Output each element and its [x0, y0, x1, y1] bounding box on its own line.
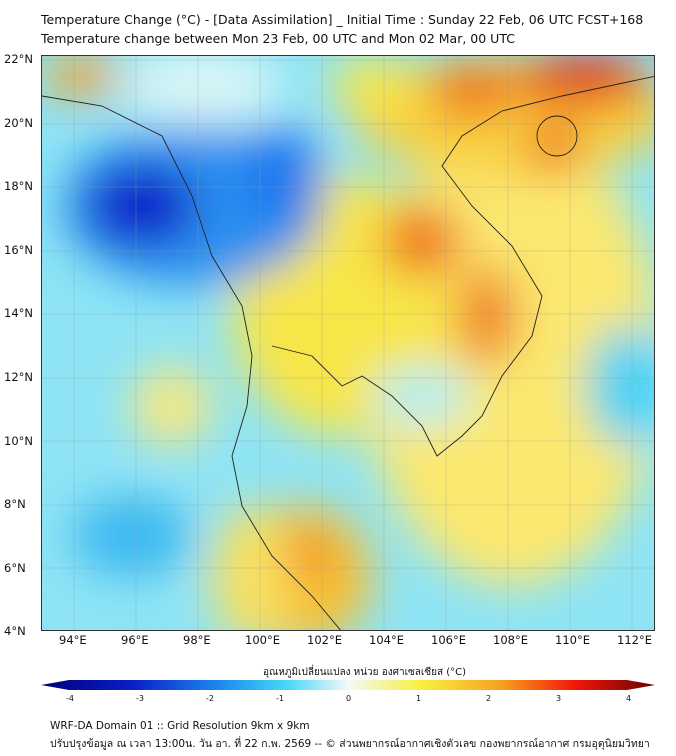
chart-title: Temperature Change (°C) - [Data Assimila… [41, 12, 644, 27]
latitude-label: 14°N [4, 306, 33, 321]
latitude-label: 12°N [4, 370, 33, 384]
latitude-label: 20°N [4, 115, 33, 130]
longitude-label: 106°E [431, 633, 466, 647]
longitude-label: 94°E [59, 633, 87, 647]
colorbar-tick: 3 [556, 694, 562, 703]
longitude-label: 104°E [369, 633, 404, 647]
longitude-label: 110°E [555, 633, 590, 647]
heatmap-field [42, 56, 654, 630]
colorbar-tick: -1 [276, 694, 284, 703]
latitude-label: 18°N [4, 179, 33, 194]
latitude-label: 16°N [4, 242, 33, 257]
latitude-label: 10°N [4, 433, 33, 448]
latitude-label: 6°N [4, 560, 26, 575]
longitude-label: 98°E [183, 633, 211, 647]
footer-model-info: WRF-DA Domain 01 :: Grid Resolution 9km … [50, 720, 310, 732]
colorbar-tick: 0 [346, 694, 352, 703]
footer-credit: ปรับปรุงข้อมูล ณ เวลา 13:00น. วัน อา. ที… [50, 738, 650, 750]
colorbar-tick: 2 [486, 694, 492, 703]
latitude-label: 8°N [4, 497, 26, 512]
latitude-label: 22°N [4, 52, 33, 66]
coastline [42, 75, 654, 630]
longitude-label: 100°E [245, 633, 280, 647]
colorbar-tick: -4 [66, 694, 74, 703]
colorbar-label: อุณหภูมิเปลี่ยนแปลง หน่วย องศาเซลเซียส (… [263, 667, 467, 678]
longitude-label: 112°E [617, 633, 652, 647]
longitude-label: 102°E [307, 633, 342, 647]
longitude-label: 108°E [493, 633, 528, 647]
temperature-change-map[interactable] [41, 55, 655, 631]
chart-subtitle: Temperature change between Mon 23 Feb, 0… [41, 31, 515, 46]
longitude-label: 96°E [121, 633, 149, 647]
colorbar-tick: -2 [206, 694, 214, 703]
colorbar-tick: 4 [626, 694, 632, 703]
colorbar-tick: 1 [416, 694, 422, 703]
latitude-label: 4°N [4, 624, 26, 639]
colorbar-tick: -3 [136, 694, 144, 703]
colorbar [41, 680, 655, 690]
